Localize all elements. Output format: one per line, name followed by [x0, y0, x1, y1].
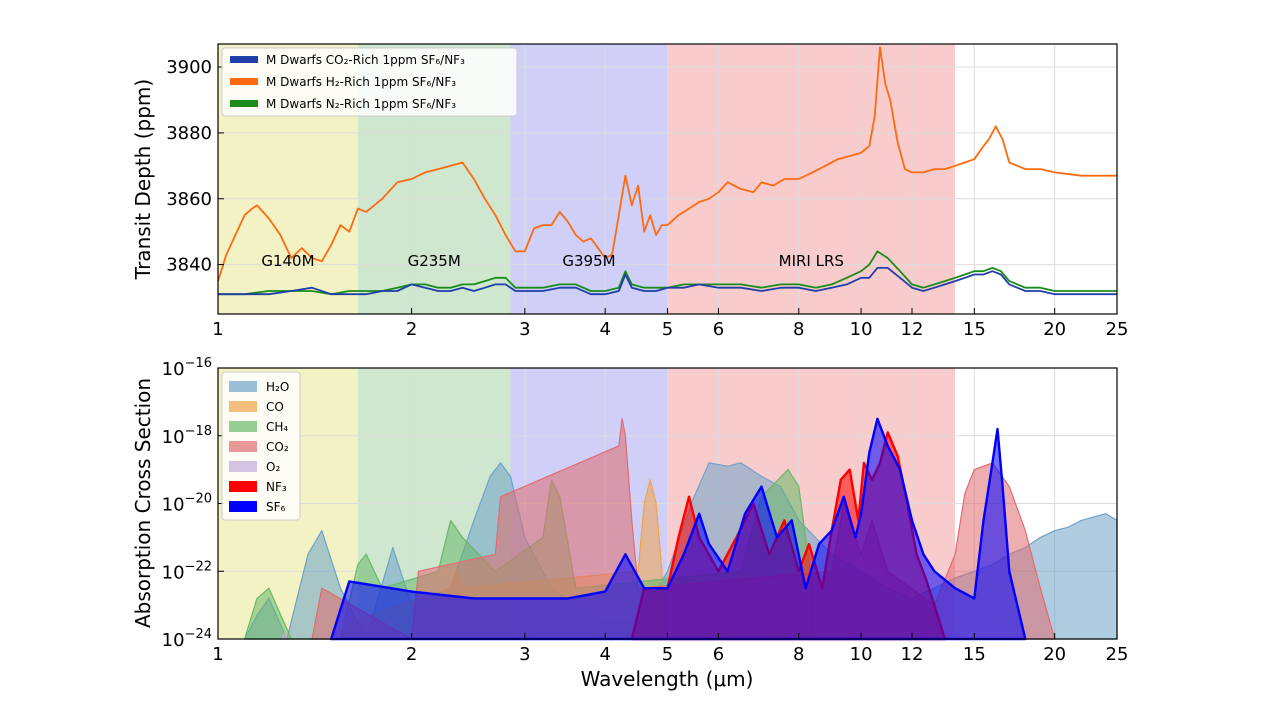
bottom-x-tick-label-10: 10	[850, 644, 873, 665]
bottom-x-tick-label-6: 6	[713, 644, 724, 665]
legend-swatch-ch4	[229, 421, 257, 432]
band-g395m	[510, 44, 668, 314]
bottom-x-tick-label-5: 5	[662, 644, 673, 665]
legend-label-co2: CO₂	[266, 440, 289, 454]
legend-swatch-sf6	[229, 501, 257, 512]
legend-label-ch4: CH₄	[266, 420, 288, 434]
legend-swatch-nf3	[229, 481, 257, 492]
bottom-y-tick-label--22: 10−22	[162, 559, 212, 583]
co2-rich-series-line	[218, 267, 1117, 296]
bottom-cross-section-series	[244, 417, 1118, 641]
legend-swatch-co2-rich	[230, 56, 258, 63]
top-y-tick-label-3840: 3840	[166, 255, 212, 276]
top-y-tick-label-3900: 3900	[166, 57, 212, 78]
bottom-y-tick-label--16: 10−16	[162, 356, 212, 380]
top-x-tick-label-8: 8	[793, 319, 804, 340]
bottom-x-tick-label-8: 8	[793, 644, 804, 665]
top-x-tick-label-12: 12	[901, 319, 924, 340]
legend-label-nf3: NF₃	[266, 480, 287, 494]
bottom-x-tick-label-12: 12	[901, 644, 924, 665]
h2-rich-series-line	[217, 46, 1117, 282]
band-label-miri-lrs: MIRI LRS	[779, 252, 844, 270]
top-x-tick-label-2: 2	[406, 319, 417, 340]
top-band-labels: G140M G235M G395M MIRI LRS	[261, 252, 844, 270]
band-miri-lrs	[667, 44, 956, 314]
bottom-y-tick-label--18: 10−18	[162, 424, 212, 448]
top-legend-box	[221, 47, 518, 117]
bottom-x-tick-label-4: 4	[599, 644, 610, 665]
legend-swatch-h2-rich	[230, 78, 258, 85]
legend-label-h2o: H₂O	[266, 380, 289, 394]
legend-swatch-co2	[229, 441, 257, 452]
top-y-tick-label-3880: 3880	[166, 123, 212, 144]
top-legend: M Dwarfs CO₂-Rich 1ppm SF₆/NF₃ M Dwarfs …	[221, 47, 518, 117]
bottom-x-tick-label-25: 25	[1106, 644, 1129, 665]
legend-label-o2: O₂	[266, 460, 280, 474]
band-label-g235m: G235M	[408, 252, 461, 270]
sf6-series-area	[330, 417, 1027, 641]
top-x-tick-label-6: 6	[713, 319, 724, 340]
top-x-tick-label-1: 1	[212, 319, 223, 340]
legend-label-co2-rich: M Dwarfs CO₂-Rich 1ppm SF₆/NF₃	[266, 53, 465, 67]
top-x-tick-label-15: 15	[963, 319, 986, 340]
band-label-g140m: G140M	[261, 252, 314, 270]
top-x-tick-label-4: 4	[599, 319, 610, 340]
bottom-legend: H₂O CO CH₄ CO₂ O₂ NF₃ SF₆	[221, 371, 301, 521]
bottom-x-tick-label-20: 20	[1043, 644, 1066, 665]
bottom-chart-panel: 1 2 3 4 5 6 8 10 12 15 20 2510−2410−2210−2010−1810−…	[131, 356, 1128, 691]
bottom-x-tick-label-1: 1	[212, 644, 223, 665]
top-x-tick-label-10: 10	[850, 319, 873, 340]
legend-label-n2-rich: M Dwarfs N₂-Rich 1ppm SF₆/NF₃	[266, 97, 456, 111]
top-x-tick-label-20: 20	[1043, 319, 1066, 340]
top-chart-panel: G140M G235M G395M MIRI LRS 1 2 3 4 5 6 8 10 12 15 20 2…	[131, 43, 1128, 340]
legend-swatch-o2	[229, 461, 257, 472]
legend-swatch-n2-rich	[230, 100, 258, 107]
legend-swatch-h2o	[229, 381, 257, 392]
top-y-tick-label-3860: 3860	[166, 189, 212, 210]
legend-label-sf6: SF₆	[266, 500, 286, 514]
legend-swatch-co	[229, 401, 257, 412]
bottom-y-axis-label: Absorption Cross Section	[131, 378, 155, 628]
top-x-tick-label-25: 25	[1106, 319, 1129, 340]
top-y-axis-label: Transit Depth (ppm)	[131, 79, 155, 280]
legend-label-h2-rich: M Dwarfs H₂-Rich 1ppm SF₆/NF₃	[266, 75, 456, 89]
bottom-y-tick-label--20: 10−20	[162, 492, 212, 516]
top-transit-series	[217, 46, 1117, 296]
bottom-x-tick-label-3: 3	[519, 644, 530, 665]
bottom-y-tick-label--24: 10−24	[162, 627, 212, 651]
top-x-tick-label-3: 3	[519, 319, 530, 340]
bottom-x-tick-label-15: 15	[963, 644, 986, 665]
bottom-axis-ticks: 1 2 3 4 5 6 8 10 12 15 20 2510−2410−2210−2010−1810−…	[162, 356, 1129, 665]
bottom-x-tick-label-2: 2	[406, 644, 417, 665]
band-label-g395m: G395M	[562, 252, 615, 270]
legend-label-co: CO	[266, 400, 284, 414]
top-x-tick-label-5: 5	[662, 319, 673, 340]
x-axis-label: Wavelength (μm)	[581, 667, 754, 691]
